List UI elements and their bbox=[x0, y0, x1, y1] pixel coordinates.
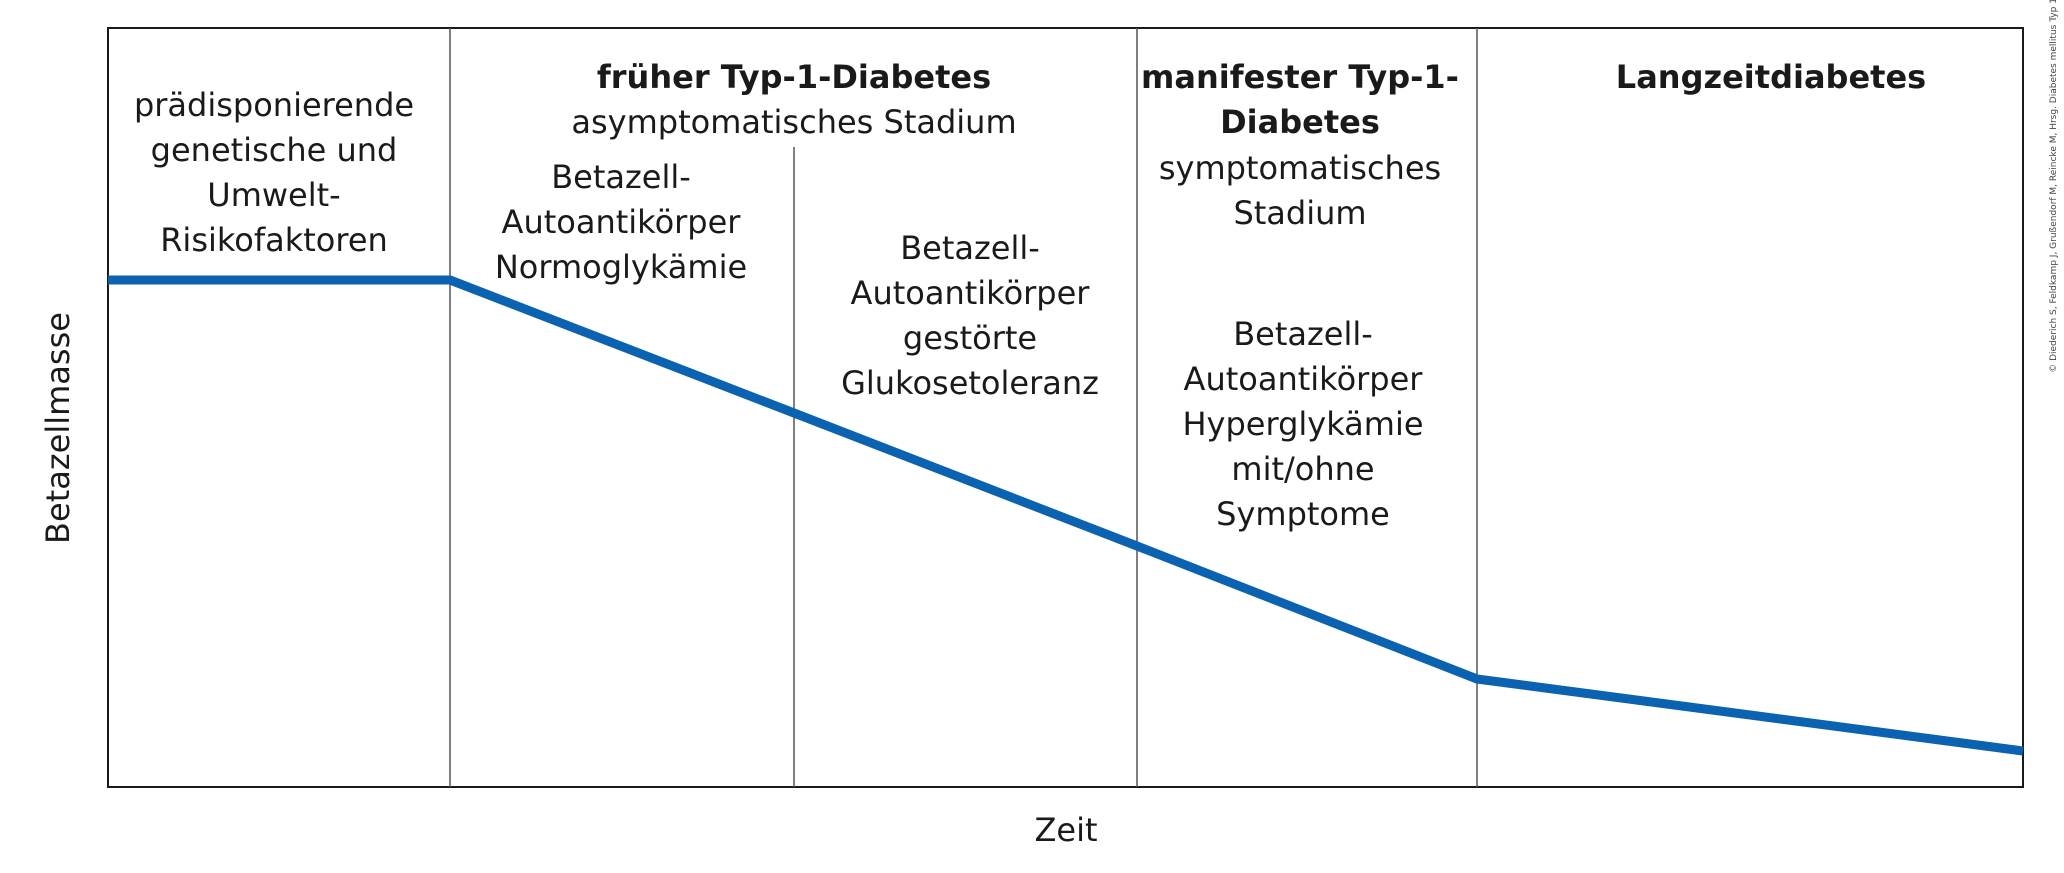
phase-subtitle: symptomatisches bbox=[1159, 149, 1441, 187]
beta-cell-curve bbox=[108, 275, 2024, 756]
phase-title: früher Typ-1-Diabetes bbox=[597, 58, 991, 96]
phase-description: Autoantikörper bbox=[1184, 360, 1424, 398]
phase-description: Umwelt- bbox=[207, 176, 340, 214]
phase-description: prädisponierende bbox=[134, 86, 414, 124]
x-axis-label: Zeit bbox=[1034, 811, 1097, 849]
phase-description: genetische und bbox=[151, 131, 398, 169]
phase-description: Symptome bbox=[1216, 495, 1390, 533]
stage-description: Autoantikörper bbox=[851, 274, 1091, 312]
stage-description: Normoglykämie bbox=[495, 248, 747, 286]
stage-description: Betazell- bbox=[900, 229, 1040, 267]
phase-subtitle: Stadium bbox=[1233, 194, 1366, 232]
phase-description: mit/ohne bbox=[1231, 450, 1374, 488]
stage-description: Betazell- bbox=[551, 158, 691, 196]
frame bbox=[107, 27, 2024, 788]
phase-description: Risikofaktoren bbox=[160, 221, 388, 259]
phase-title: manifester Typ-1- bbox=[1141, 58, 1459, 96]
phase-description: Hyperglykämie bbox=[1182, 405, 1423, 443]
phase-title: Diabetes bbox=[1220, 103, 1380, 141]
phase-title: Langzeitdiabetes bbox=[1616, 58, 1926, 96]
phase-subtitle: asymptomatisches Stadium bbox=[571, 103, 1016, 141]
stage-description: gestörte bbox=[903, 319, 1037, 357]
phase-description: Betazell- bbox=[1233, 315, 1373, 353]
copyright: © Diederich S, Feldkamp J, Grußendorf M,… bbox=[2049, 0, 2059, 373]
stage-description: Glukosetoleranz bbox=[841, 364, 1099, 402]
y-axis-label: Betazellmasse bbox=[39, 312, 77, 544]
stage-description: Autoantikörper bbox=[502, 203, 742, 241]
